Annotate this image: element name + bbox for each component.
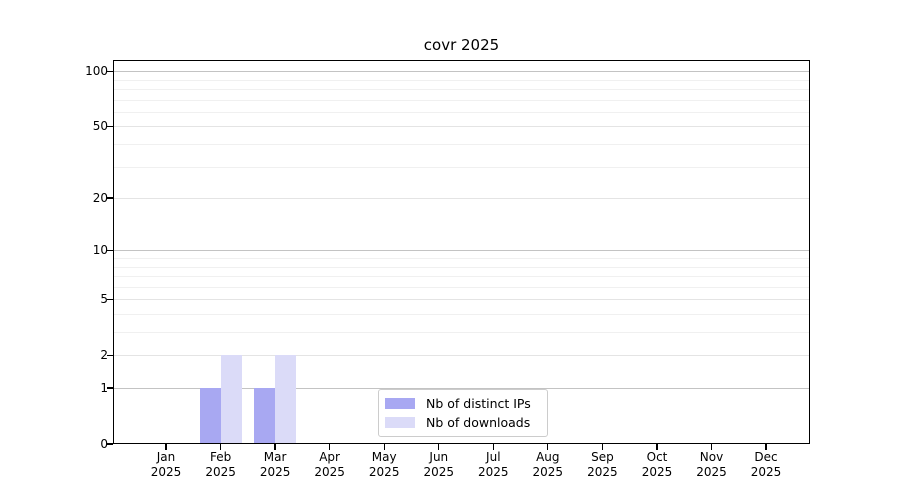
y-tick-label: 0 — [100, 437, 108, 451]
y-tick-label: 5 — [100, 292, 108, 307]
y-gridline — [113, 198, 810, 200]
x-tick — [274, 444, 276, 450]
y-tick — [107, 354, 113, 356]
y-gridline-minor — [113, 79, 810, 81]
x-tick-year: 2025 — [205, 465, 236, 479]
x-tick-month: Jan — [156, 450, 176, 464]
y-gridline — [113, 71, 810, 73]
y-tick-label: 1 — [100, 381, 108, 395]
x-tick — [492, 444, 494, 450]
y-tick — [107, 387, 113, 389]
y-gridline — [113, 250, 810, 252]
y-tick-label: 10 — [92, 243, 108, 258]
x-tick-month: Apr — [319, 450, 340, 464]
x-tick-label: Aug 2025 — [533, 450, 564, 480]
legend: Nb of distinct IPs Nb of downloads — [378, 389, 548, 437]
y-gridline — [113, 355, 810, 357]
y-tick — [107, 125, 113, 128]
legend-label: Nb of distinct IPs — [426, 396, 531, 411]
y-tick — [107, 249, 113, 251]
y-tick-label: 50 — [92, 119, 108, 134]
x-tick-year: 2025 — [423, 465, 455, 479]
x-tick — [219, 444, 222, 450]
x-tick-year: 2025 — [259, 465, 291, 479]
x-tick-label: May 2025 — [369, 450, 400, 480]
x-tick — [547, 444, 549, 450]
x-tick-label: Feb 2025 — [205, 450, 236, 480]
x-tick-year: 2025 — [750, 465, 782, 479]
bar — [220, 355, 242, 444]
y-tick-label: 2 — [100, 348, 108, 363]
x-tick — [165, 444, 167, 450]
x-tick-label: Nov 2025 — [696, 450, 727, 480]
x-tick-month: May — [371, 450, 397, 464]
x-tick-month: Aug — [536, 450, 560, 464]
y-tick — [107, 298, 113, 300]
x-tick-year: 2025 — [478, 465, 509, 479]
y-gridline-minor — [113, 144, 810, 145]
y-gridline-minor — [113, 99, 810, 101]
x-tick-year: 2025 — [532, 465, 564, 479]
x-tick — [656, 444, 658, 450]
x-tick — [601, 444, 604, 450]
x-tick-year: 2025 — [150, 465, 182, 479]
x-tick-label: Jan 2025 — [151, 450, 182, 480]
x-tick-label: Mar 2025 — [260, 450, 291, 480]
y-gridline-minor — [113, 276, 810, 277]
y-gridline-minor — [113, 111, 810, 113]
bar — [275, 355, 297, 444]
y-gridline-minor — [113, 286, 810, 288]
x-tick-month: Feb — [209, 450, 232, 464]
x-tick-label: Oct 2025 — [642, 450, 673, 480]
y-tick — [107, 443, 113, 445]
legend-label: Nb of downloads — [426, 415, 531, 430]
x-tick-label: Dec 2025 — [751, 450, 782, 480]
x-tick-month: Mar — [263, 450, 287, 464]
bar — [254, 388, 276, 444]
y-gridline-minor — [113, 266, 810, 268]
x-tick-year: 2025 — [696, 465, 727, 479]
x-tick-year: 2025 — [587, 465, 618, 479]
y-tick-label: 100 — [85, 64, 108, 79]
y-tick — [107, 70, 113, 72]
x-tick-year: 2025 — [314, 465, 345, 479]
bar — [199, 388, 221, 444]
x-tick — [383, 444, 385, 450]
y-gridline — [113, 126, 810, 128]
chart-title: covr 2025 — [423, 36, 500, 54]
legend-item: Nb of distinct IPs — [385, 396, 541, 411]
legend-swatch — [385, 417, 415, 428]
x-tick-year: 2025 — [641, 465, 673, 479]
x-tick — [710, 444, 713, 450]
x-tick — [438, 444, 440, 450]
y-gridline-minor — [113, 166, 810, 168]
y-gridline — [113, 299, 810, 301]
x-tick — [328, 444, 331, 450]
x-tick-label: Jun 2025 — [424, 450, 455, 480]
x-tick-month: Jun — [429, 450, 449, 464]
plot-frame — [113, 60, 810, 444]
y-gridline-minor — [113, 258, 810, 259]
x-tick-label: Apr 2025 — [314, 450, 345, 480]
x-tick-month: Oct — [646, 450, 668, 464]
x-tick-month: Nov — [699, 450, 724, 464]
y-gridline-minor — [113, 314, 810, 315]
x-tick-month: Dec — [754, 450, 778, 464]
y-tick-label: 20 — [92, 191, 108, 206]
x-tick-year: 2025 — [368, 465, 400, 479]
x-tick — [765, 444, 767, 450]
legend-swatch — [385, 398, 415, 409]
x-tick-label: Jul 2025 — [478, 450, 509, 480]
x-tick-label: Sep 2025 — [587, 450, 618, 480]
y-tick — [107, 197, 113, 199]
x-tick-month: Jul — [486, 450, 501, 464]
x-tick-month: Sep — [591, 450, 614, 464]
legend-item: Nb of downloads — [385, 415, 541, 430]
y-gridline-minor — [113, 332, 810, 333]
y-gridline-minor — [113, 89, 810, 90]
y-gridline — [113, 388, 810, 389]
